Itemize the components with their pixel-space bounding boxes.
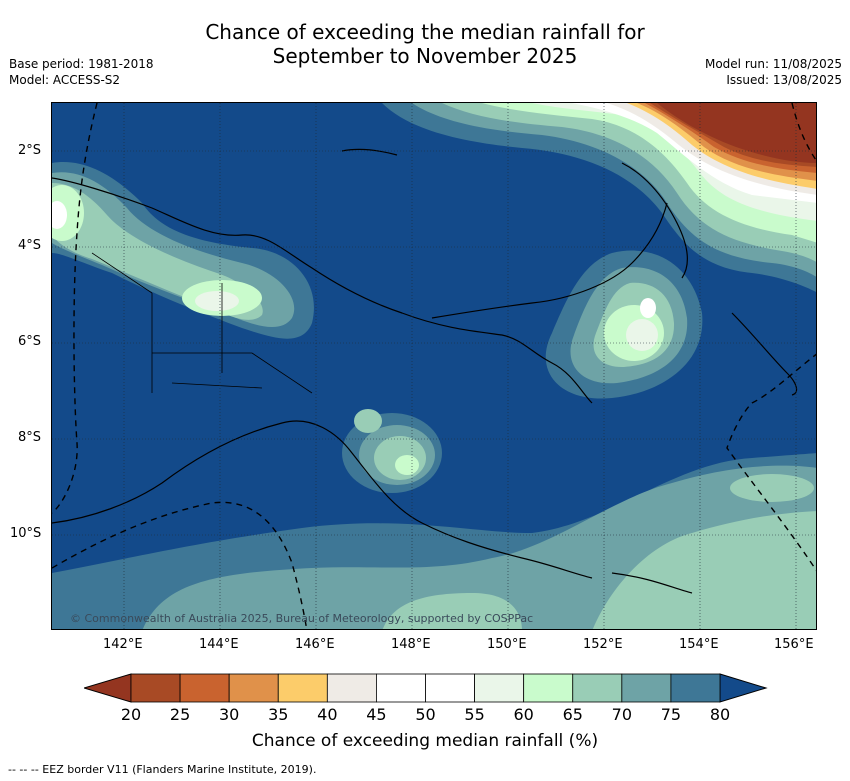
title-line-1: Chance of exceeding the median rainfall … (205, 20, 645, 44)
new-britain-coast (431, 202, 668, 319)
colorbar-tick-label: 65 (562, 705, 583, 724)
colorbar-tick-label: 45 (366, 705, 387, 724)
eez-border-west (52, 103, 98, 514)
lat-label-10s: 10°S (10, 526, 42, 541)
colorbar-segment (670, 673, 721, 703)
east-blob-50 (640, 298, 656, 318)
model-name: Model: ACCESS-S2 (9, 73, 121, 87)
bougainville-coast (731, 312, 798, 396)
south-band-65a (592, 511, 816, 629)
central-blob-60 (395, 455, 419, 475)
colorbar-segment (523, 673, 574, 703)
lon-label-152e: 152°E (583, 637, 623, 652)
colorbar-segment (474, 673, 525, 703)
west-blob-55b (52, 201, 67, 229)
lat-label-8s: 8°S (18, 430, 42, 445)
colorbar-tick-label: 55 (464, 705, 485, 724)
colorbar-tick-label: 80 (709, 705, 731, 724)
colorbar-tick-label: 75 (660, 705, 682, 724)
central-blob-55 (354, 409, 382, 433)
east-blob-55 (626, 319, 658, 351)
south-band-65c (730, 474, 814, 502)
map-copyright: © Commonwealth of Australia 2025, Bureau… (70, 612, 534, 625)
colorbar-under-arrow (84, 673, 132, 703)
lat-label-6s: 6°S (18, 334, 42, 349)
colorbar-segment (572, 673, 623, 703)
colorbar-over-arrow (719, 673, 768, 703)
colorbar-tick-label: 60 (513, 705, 534, 724)
eez-borders (52, 103, 816, 629)
eez-border-northeast (791, 103, 816, 162)
graticule (52, 103, 816, 629)
colorbar-segment (376, 673, 426, 703)
lon-label-142e: 142°E (103, 637, 143, 652)
colorbar-segments (130, 673, 721, 703)
colorbar-segment (621, 673, 672, 703)
lon-label-156e: 156°E (774, 637, 814, 652)
north-band-under (657, 103, 816, 163)
new-ireland-coast (621, 162, 689, 279)
lon-label-148e: 148°E (391, 637, 431, 652)
colorbar (84, 673, 768, 703)
colorbar-segment (425, 673, 475, 703)
colorbar-tick-label: 25 (169, 705, 191, 724)
map-canvas (52, 103, 816, 629)
title-line-2: September to November 2025 (272, 44, 578, 68)
colorbar-segment (277, 673, 328, 703)
colorbar-tick-label: 50 (415, 705, 436, 724)
model-run: Model run: 11/08/2025 (704, 57, 842, 71)
colorbar-tick-label: 20 (120, 705, 142, 724)
lat-label-2s: 2°S (18, 143, 42, 158)
map-title: Chance of exceeding the median rainfall … (0, 20, 850, 68)
southern-islands-coast (611, 572, 693, 594)
colorbar-tick-label: 30 (218, 705, 240, 724)
lon-label-146e: 146°E (295, 637, 335, 652)
colorbar-segment (130, 673, 181, 703)
west-blob-55a (195, 291, 239, 311)
meta-left: Base period: 1981-2018 Model: ACCESS-S2 (9, 56, 154, 88)
eez-footer-note: -- -- -- EEZ border V11 (Flanders Marine… (8, 763, 317, 776)
lat-label-4s: 4°S (18, 238, 42, 253)
new-guinea-coast (52, 177, 593, 579)
rainfall-map: © Commonwealth of Australia 2025, Bureau… (51, 102, 817, 630)
south-band-65b (382, 593, 522, 629)
colorbar-segment (228, 673, 279, 703)
colorbar-tick-label: 70 (611, 705, 632, 724)
lon-label-144e: 144°E (199, 637, 239, 652)
colorbar-tick-label: 40 (317, 705, 338, 724)
base-period: Base period: 1981-2018 (9, 57, 154, 71)
colorbar-tick-label: 35 (268, 705, 289, 724)
eez-border-south (52, 501, 308, 629)
colorbar-label: Chance of exceeding median rainfall (%) (251, 731, 599, 751)
meta-right: Model run: 11/08/2025 Issued: 13/08/2025 (705, 56, 842, 88)
colorbar-segment (326, 673, 377, 703)
manus-coast (341, 148, 398, 156)
eez-border-east (726, 353, 816, 572)
issued-date: Issued: 13/08/2025 (726, 73, 842, 87)
coastlines (52, 148, 798, 594)
lon-label-150e: 150°E (487, 637, 527, 652)
colorbar-segment (179, 673, 230, 703)
lon-label-154e: 154°E (679, 637, 719, 652)
